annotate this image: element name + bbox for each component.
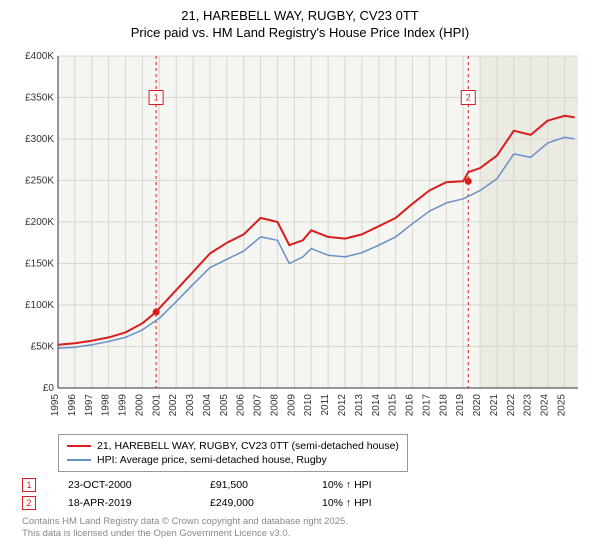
- title-line2: Price paid vs. HM Land Registry's House …: [10, 25, 590, 42]
- svg-text:2013: 2013: [354, 393, 365, 416]
- svg-text:1995: 1995: [50, 393, 61, 416]
- svg-text:1997: 1997: [84, 393, 95, 416]
- svg-text:£100K: £100K: [25, 300, 54, 311]
- svg-text:2001: 2001: [151, 393, 162, 416]
- svg-text:2007: 2007: [253, 393, 264, 416]
- transaction-date: 23-OCT-2000: [68, 479, 178, 491]
- svg-text:2006: 2006: [236, 393, 247, 416]
- svg-text:2017: 2017: [421, 393, 432, 416]
- transaction-row: 1 23-OCT-2000 £91,500 10% ↑ HPI: [22, 476, 582, 494]
- legend-label: HPI: Average price, semi-detached house,…: [97, 454, 327, 466]
- transaction-date: 18-APR-2019: [68, 497, 178, 509]
- svg-text:2022: 2022: [506, 393, 517, 416]
- svg-text:£50K: £50K: [31, 341, 55, 352]
- transaction-price: £91,500: [210, 479, 290, 491]
- footer-line2: This data is licensed under the Open Gov…: [22, 528, 582, 540]
- svg-text:2: 2: [466, 92, 471, 102]
- svg-text:2002: 2002: [168, 393, 179, 416]
- chart-title: 21, HAREBELL WAY, RUGBY, CV23 0TT Price …: [10, 8, 590, 42]
- svg-text:2004: 2004: [202, 393, 213, 416]
- svg-text:2025: 2025: [556, 393, 567, 416]
- svg-text:2020: 2020: [472, 393, 483, 416]
- svg-text:£300K: £300K: [25, 134, 54, 145]
- svg-text:2016: 2016: [405, 393, 416, 416]
- svg-text:2015: 2015: [388, 393, 399, 416]
- svg-text:2019: 2019: [455, 393, 466, 416]
- transaction-row: 2 18-APR-2019 £249,000 10% ↑ HPI: [22, 494, 582, 512]
- legend-swatch: [67, 445, 91, 447]
- svg-text:2024: 2024: [540, 393, 551, 416]
- footer: Contains HM Land Registry data © Crown c…: [22, 516, 582, 541]
- svg-text:£250K: £250K: [25, 175, 54, 186]
- legend-swatch: [67, 459, 91, 461]
- svg-text:2023: 2023: [523, 393, 534, 416]
- svg-text:2011: 2011: [320, 393, 331, 415]
- svg-text:2012: 2012: [337, 393, 348, 416]
- legend: 21, HAREBELL WAY, RUGBY, CV23 0TT (semi-…: [58, 434, 408, 472]
- svg-text:2021: 2021: [489, 393, 500, 416]
- svg-text:1: 1: [154, 92, 159, 102]
- svg-text:2005: 2005: [219, 393, 230, 416]
- svg-text:£200K: £200K: [25, 217, 54, 228]
- legend-row: HPI: Average price, semi-detached house,…: [67, 453, 399, 467]
- svg-text:£400K: £400K: [25, 51, 54, 62]
- svg-text:2018: 2018: [438, 393, 449, 416]
- chart-area: £0 £50K £100K £150K £200K £250K £300K £350K £400…: [10, 48, 590, 428]
- svg-text:2014: 2014: [371, 393, 382, 416]
- svg-text:2009: 2009: [286, 393, 297, 416]
- svg-text:1998: 1998: [101, 393, 112, 416]
- transaction-table: 1 23-OCT-2000 £91,500 10% ↑ HPI 2 18-APR-2019…: [22, 476, 582, 512]
- svg-text:£0: £0: [43, 383, 55, 394]
- svg-text:£150K: £150K: [25, 258, 54, 269]
- svg-text:2003: 2003: [185, 393, 196, 416]
- transaction-marker: 2: [22, 496, 36, 510]
- title-line1: 21, HAREBELL WAY, RUGBY, CV23 0TT: [10, 8, 590, 25]
- transaction-marker: 1: [22, 478, 36, 492]
- svg-text:1999: 1999: [118, 393, 129, 416]
- svg-text:2008: 2008: [269, 393, 280, 416]
- svg-text:2010: 2010: [303, 393, 314, 416]
- footer-line1: Contains HM Land Registry data © Crown c…: [22, 516, 582, 528]
- svg-text:2000: 2000: [134, 393, 145, 416]
- chart-svg: £0 £50K £100K £150K £200K £250K £300K £350K £400…: [10, 48, 590, 428]
- legend-row: 21, HAREBELL WAY, RUGBY, CV23 0TT (semi-…: [67, 439, 399, 453]
- svg-text:£350K: £350K: [25, 92, 54, 103]
- legend-label: 21, HAREBELL WAY, RUGBY, CV23 0TT (semi-…: [97, 440, 399, 452]
- transaction-price: £249,000: [210, 497, 290, 509]
- transaction-delta: 10% ↑ HPI: [322, 497, 372, 509]
- svg-text:1996: 1996: [67, 393, 78, 416]
- transaction-delta: 10% ↑ HPI: [322, 479, 372, 491]
